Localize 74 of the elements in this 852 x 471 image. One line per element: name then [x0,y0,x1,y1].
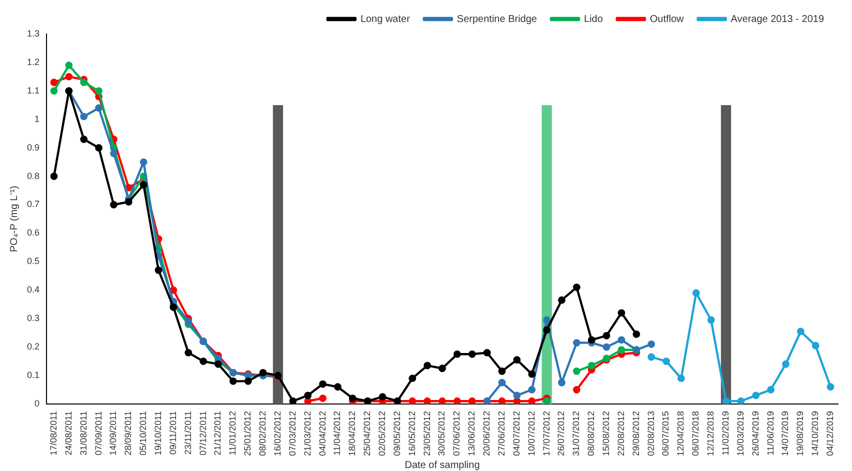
y-tick-label: 0.4 [26,284,40,295]
legend-label: Average 2013 - 2019 [730,14,824,25]
x-tick-label: 10/03/2019 [735,410,746,456]
x-tick-label: 15/08/2012 [601,410,612,456]
x-tick-label: 04/12/2019 [825,410,836,456]
x-tick-label: 20/06/2012 [482,410,492,456]
legend-label: Serpentine Bridge [456,14,538,25]
x-tick-label: 06/07/2018 [690,410,701,456]
x-tick-label: 23/11/2011 [182,410,193,455]
x-tick-label: 21/12/2011 [212,410,223,456]
x-tick-label: 18/04/2012 [347,410,358,456]
x-tick-label: 17/08/2011 [48,410,58,456]
x-tick-label: 25/01/2012 [242,410,253,456]
x-tick-label: 11/01/2012 [228,410,238,456]
y-tick-label: 0.3 [26,313,40,324]
x-tick-label: 09/11/2011 [168,410,178,455]
x-axis-title: Date of sampling [404,460,480,471]
y-tick-label: 0.7 [26,199,40,210]
y-tick-label: 0.1 [26,370,40,380]
x-tick-label: 23/05/2012 [422,410,432,456]
x-tick-label: 12/04/2018 [676,410,686,456]
x-tick-label: 14/07/2019 [780,410,790,456]
x-tick-label: 19/10/2011 [153,410,163,456]
x-tick-label: 17/07/2012 [541,410,552,456]
x-tick-label: 21/03/2012 [302,410,312,456]
x-tick-label: 28/09/2011 [123,410,134,456]
x-tick-label: 07/12/2011 [198,410,208,456]
x-tick-label: 24/08/2011 [63,410,74,456]
x-tick-label: 26/04/2019 [750,410,760,456]
legend-label: Outflow [650,14,685,25]
x-tick-label: 08/08/2012 [586,410,596,456]
x-tick-label: 06/07/2015 [660,410,671,456]
x-tick-label: 07/03/2012 [287,410,298,456]
x-tick-label: 14/10/2019 [810,410,820,456]
x-tick-label: 13/06/2012 [466,410,477,456]
x-tick-label: 11/02/2019 [720,410,730,456]
x-tick-label: 14/09/2011 [108,410,118,456]
x-tick-label: 05/10/2011 [138,410,148,456]
y-tick-label: 1.3 [26,28,40,38]
x-tick-label: 10/07/2012 [526,410,536,456]
x-tick-label: 04/04/2012 [317,410,328,456]
x-tick-label: 07/09/2011 [93,410,104,456]
x-tick-label: 09/05/2012 [392,410,402,456]
x-tick-label: 16/02/2012 [272,410,282,456]
x-tick-label: 07/06/2012 [452,410,462,456]
y-tick-label: 0.6 [26,228,40,238]
y-tick-label: 1 [34,114,40,124]
x-tick-label: 22/08/2012 [616,410,626,456]
y-tick-label: 0.9 [26,142,40,152]
x-tick-label: 26/07/2012 [556,410,566,456]
y-tick-label: 0 [34,398,40,408]
x-tick-label: 08/02/2012 [258,410,268,456]
legend-label: Lido [584,14,604,25]
x-tick-label: 25/04/2012 [362,410,372,456]
x-tick-label: 29/08/2012 [630,410,641,456]
x-tick-label: 02/08/2013 [646,410,656,456]
y-axis-title: PO₄-P (mg L⁻¹) [8,186,20,252]
x-tick-label: 04/07/2012 [511,410,522,456]
x-tick-label: 02/05/2012 [377,410,388,456]
x-tick-label: 30/05/2012 [436,410,447,456]
y-tick-label: 1.1 [26,85,40,96]
y-tick-label: 0.5 [26,256,40,266]
x-tick-label: 11/04/2012 [332,410,342,456]
x-tick-label: 19/08/2019 [795,410,806,456]
x-tick-label: 12/12/2018 [706,410,716,456]
x-tick-label: 11/06/2019 [765,410,776,456]
y-tick-label: 1.2 [26,56,40,67]
y-tick-label: 0.8 [26,170,40,181]
legend-label: Long water [360,14,411,25]
x-tick-label: 31/08/2011 [78,410,88,456]
x-tick-label: 27/06/2012 [496,410,506,456]
x-tick-label: 16/05/2012 [406,410,417,456]
x-tick-label: 31/07/2012 [571,410,582,456]
y-tick-label: 0.2 [26,342,40,352]
